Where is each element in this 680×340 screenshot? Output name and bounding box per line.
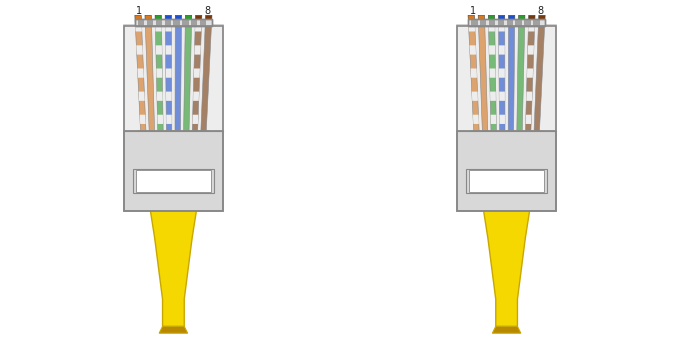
Bar (200, 19, 206, 26)
Polygon shape (498, 45, 505, 55)
Polygon shape (508, 15, 515, 131)
Polygon shape (472, 91, 478, 101)
Polygon shape (488, 22, 495, 32)
Polygon shape (193, 91, 199, 101)
Polygon shape (156, 68, 163, 78)
Polygon shape (157, 115, 163, 124)
Bar (471, 19, 477, 26)
Polygon shape (194, 68, 200, 78)
Polygon shape (498, 22, 505, 32)
Polygon shape (192, 15, 202, 131)
Polygon shape (138, 131, 209, 326)
Bar (135, 19, 212, 26)
Polygon shape (166, 68, 171, 78)
Bar (191, 19, 197, 26)
Bar (468, 19, 545, 26)
Bar (156, 19, 162, 26)
Polygon shape (528, 45, 534, 55)
Bar (466, 169, 547, 193)
Bar (165, 19, 171, 26)
Polygon shape (490, 115, 496, 124)
Polygon shape (192, 115, 199, 124)
Bar (124, 26, 222, 131)
Polygon shape (469, 22, 475, 32)
Bar (135, 19, 212, 26)
Bar (468, 19, 545, 26)
Bar (133, 169, 214, 193)
Bar (515, 19, 522, 26)
Polygon shape (136, 45, 143, 55)
Polygon shape (155, 22, 162, 32)
Polygon shape (528, 22, 534, 32)
Text: 1: 1 (469, 6, 475, 16)
Polygon shape (471, 131, 542, 326)
Polygon shape (473, 115, 479, 124)
Bar (173, 19, 180, 26)
Bar (457, 131, 556, 211)
Polygon shape (165, 15, 172, 131)
Bar (533, 19, 539, 26)
Polygon shape (135, 22, 142, 32)
Bar (480, 19, 486, 26)
Polygon shape (490, 91, 496, 101)
Polygon shape (498, 15, 505, 131)
Polygon shape (159, 326, 188, 333)
Polygon shape (139, 91, 145, 101)
Bar (124, 26, 222, 211)
Bar (507, 19, 513, 26)
Polygon shape (156, 45, 162, 55)
Bar (457, 26, 556, 131)
Bar (457, 26, 556, 211)
Polygon shape (526, 15, 535, 131)
Polygon shape (468, 15, 479, 131)
Polygon shape (490, 68, 496, 78)
Polygon shape (488, 15, 496, 131)
Polygon shape (489, 45, 495, 55)
Polygon shape (499, 91, 505, 101)
Text: 8: 8 (538, 6, 544, 16)
Polygon shape (499, 115, 505, 124)
Bar (182, 19, 188, 26)
Polygon shape (155, 15, 163, 131)
Polygon shape (194, 45, 201, 55)
Bar (124, 131, 222, 211)
Polygon shape (175, 15, 182, 131)
Bar (489, 19, 495, 26)
Polygon shape (471, 68, 477, 78)
Polygon shape (526, 115, 532, 124)
Polygon shape (469, 45, 476, 55)
Text: 1: 1 (136, 6, 142, 16)
Polygon shape (145, 15, 154, 131)
Polygon shape (166, 115, 172, 124)
Polygon shape (478, 15, 488, 131)
Polygon shape (499, 68, 505, 78)
Text: 8: 8 (205, 6, 211, 16)
Polygon shape (527, 68, 533, 78)
Polygon shape (165, 45, 171, 55)
Bar (138, 19, 144, 26)
Bar (498, 19, 504, 26)
Polygon shape (526, 91, 532, 101)
Polygon shape (157, 91, 163, 101)
Polygon shape (166, 91, 172, 101)
Polygon shape (165, 22, 171, 32)
Bar (524, 19, 530, 26)
Polygon shape (184, 15, 192, 131)
Bar (469, 170, 544, 192)
Polygon shape (517, 15, 525, 131)
Polygon shape (492, 326, 521, 333)
Polygon shape (534, 15, 545, 131)
Polygon shape (135, 15, 146, 131)
Polygon shape (137, 68, 143, 78)
Polygon shape (139, 115, 146, 124)
Polygon shape (195, 22, 201, 32)
Polygon shape (201, 15, 212, 131)
Bar (147, 19, 153, 26)
Bar (136, 170, 211, 192)
